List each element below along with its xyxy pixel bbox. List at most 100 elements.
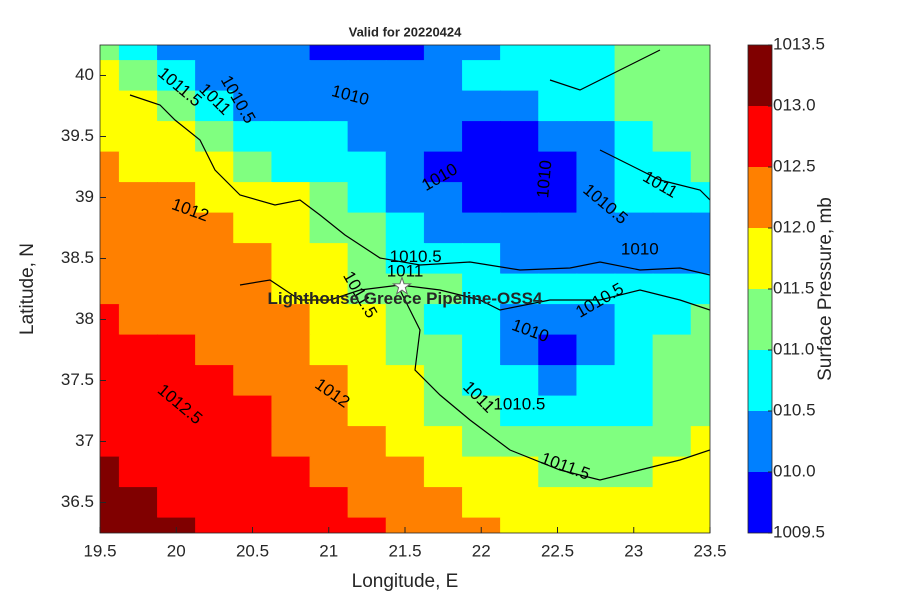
pressure-cell — [309, 60, 349, 92]
pressure-cell — [385, 182, 425, 214]
pressure-cell — [614, 426, 654, 458]
pressure-cell — [500, 456, 540, 489]
pressure-cell — [500, 121, 540, 153]
y-tick-label: 38 — [75, 309, 94, 328]
pressure-cell — [385, 456, 425, 489]
pressure-cell — [118, 212, 158, 245]
pressure-cell — [652, 487, 692, 519]
pressure-cell — [690, 121, 710, 153]
pressure-cell — [309, 151, 349, 184]
pressure-cell — [652, 517, 692, 533]
colorbar-swatch — [748, 472, 772, 533]
pressure-cell — [423, 60, 463, 92]
pressure-cell — [690, 426, 710, 458]
pressure-cell — [423, 517, 463, 533]
pressure-cell — [118, 487, 158, 519]
pressure-cell — [233, 273, 273, 306]
colorbar-swatch — [748, 289, 772, 350]
colorbar-swatch — [748, 228, 772, 289]
colorbar-label: Surface Pressure, mb — [815, 197, 836, 381]
pressure-cell — [614, 456, 654, 489]
pressure-cell — [385, 121, 425, 153]
pressure-cell — [576, 517, 616, 533]
pressure-cell — [500, 426, 540, 458]
pressure-cell — [309, 334, 349, 367]
pressure-cell — [538, 334, 578, 367]
colorbar-swatch — [748, 167, 772, 228]
pressure-cell — [233, 334, 273, 367]
colorbar-tick-label: 013.0 — [773, 95, 816, 114]
pressure-cell — [462, 334, 502, 367]
pressure-cell — [157, 182, 197, 214]
pressure-cell — [157, 365, 197, 397]
pressure-cell — [462, 60, 502, 92]
y-tick-label: 37 — [75, 431, 94, 450]
x-tick-label: 21.5 — [388, 541, 421, 560]
pressure-cell — [118, 334, 158, 367]
pressure-cell — [652, 121, 692, 153]
pressure-cell — [690, 212, 710, 245]
pressure-cell — [271, 212, 311, 245]
pressure-cell — [118, 90, 158, 123]
pressure-cell — [385, 304, 425, 336]
pressure-cell — [614, 182, 654, 214]
pressure-cell — [462, 121, 502, 153]
pressure-cell — [423, 487, 463, 519]
pressure-cell — [347, 426, 387, 458]
pressure-cell — [462, 426, 502, 458]
station-marker — [391, 276, 413, 296]
pressure-cell — [652, 304, 692, 336]
contour-label: 1010.5 — [390, 247, 442, 266]
pressure-cell — [690, 517, 710, 533]
pressure-cell — [576, 151, 616, 184]
pressure-cell — [195, 334, 235, 367]
x-tick-label: 21 — [319, 541, 338, 560]
pressure-cell — [118, 365, 158, 397]
pressure-cell — [157, 151, 197, 184]
pressure-cell — [614, 90, 654, 123]
pressure-cell — [690, 365, 710, 397]
pressure-cell — [309, 243, 349, 275]
pressure-cell — [233, 395, 273, 428]
colorbar-tick-label: 1009.5 — [773, 522, 825, 541]
pressure-cell — [385, 151, 425, 184]
pressure-cell — [538, 517, 578, 533]
pressure-cell — [614, 273, 654, 306]
pressure-cell — [385, 365, 425, 397]
y-tick-label: 40 — [75, 65, 94, 84]
pressure-cell — [500, 365, 540, 397]
pressure-cell — [614, 365, 654, 397]
pressure-cell — [576, 90, 616, 123]
pressure-cell — [271, 487, 311, 519]
pressure-cell — [462, 517, 502, 533]
pressure-cell — [309, 456, 349, 489]
pressure-cell — [118, 456, 158, 489]
pressure-cell — [652, 182, 692, 214]
pressure-cell — [538, 426, 578, 458]
pressure-cell — [652, 426, 692, 458]
pressure-cell — [462, 151, 502, 184]
pressure-cell — [309, 212, 349, 245]
pressure-cell — [423, 182, 463, 214]
pressure-cell — [385, 90, 425, 123]
pressure-cell — [347, 487, 387, 519]
pressure-cell — [118, 182, 158, 214]
pressure-cell — [271, 243, 311, 275]
pressure-cell — [271, 426, 311, 458]
pressure-cell — [385, 517, 425, 533]
coastline — [399, 289, 710, 481]
contour-label: 1010.5 — [493, 394, 545, 413]
pressure-cell — [347, 212, 387, 245]
pressure-cell — [538, 243, 578, 275]
pressure-cell — [538, 182, 578, 214]
coastline — [239, 279, 710, 311]
pressure-cell — [347, 121, 387, 153]
pressure-cell — [195, 426, 235, 458]
pressure-cell — [652, 334, 692, 367]
pressure-cell — [462, 304, 502, 336]
pressure-cell — [195, 60, 235, 92]
pressure-cell — [157, 121, 197, 153]
pressure-cell — [462, 273, 502, 306]
station-label: Lighthouse Greece Pipeline-OSS4 — [267, 289, 542, 308]
pressure-cell — [614, 487, 654, 519]
